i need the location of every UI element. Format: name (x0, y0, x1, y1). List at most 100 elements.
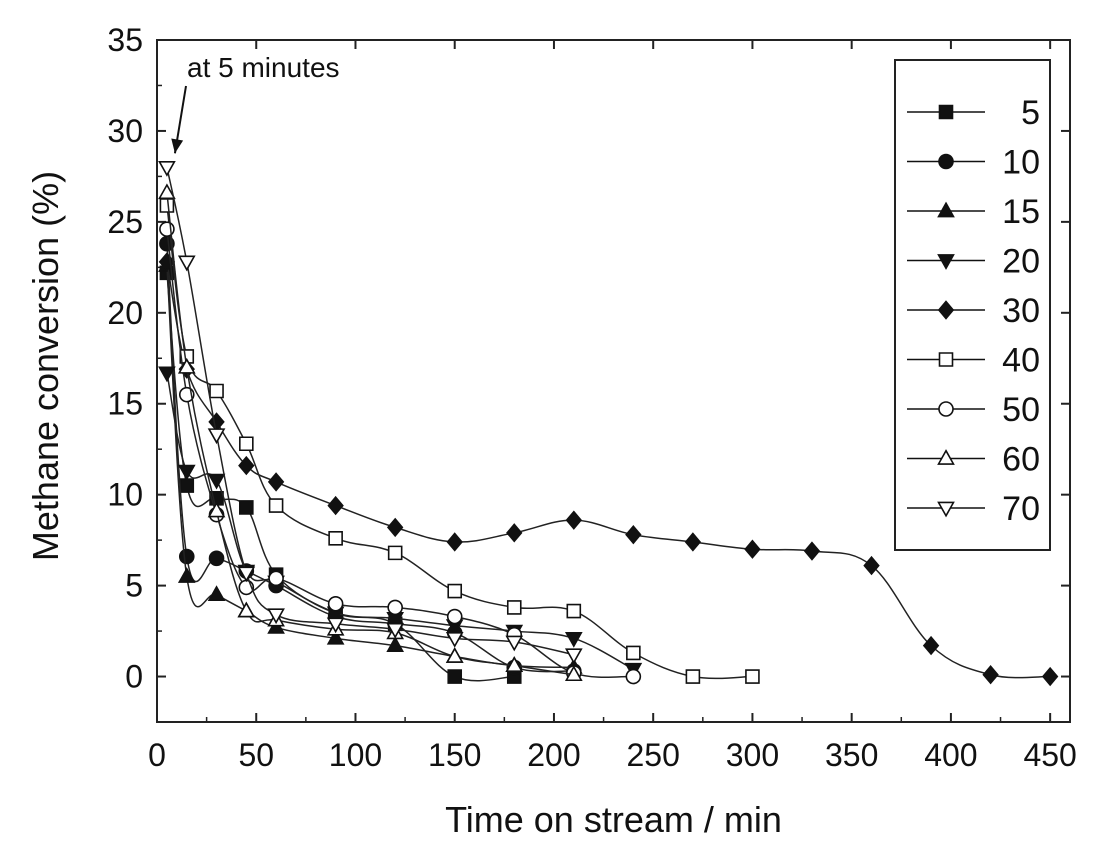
data-point-50 (446, 608, 463, 625)
legend-label: 20 (1002, 243, 1040, 281)
legend-label: 60 (1002, 441, 1040, 479)
data-point-40 (328, 531, 343, 546)
data-point-60 (158, 183, 176, 200)
data-point-40 (159, 198, 175, 213)
data-point-30 (744, 539, 761, 559)
series-30 (158, 252, 1059, 687)
data-point-60 (177, 357, 196, 374)
legend-label: 50 (1002, 391, 1040, 429)
data-point-30 (446, 532, 463, 552)
data-point-40 (626, 645, 641, 661)
x-tick-label: 450 (1023, 737, 1076, 773)
legend-marker (938, 401, 954, 417)
data-point-20 (564, 632, 583, 648)
data-point-30 (684, 532, 702, 552)
x-tick-label: 250 (627, 737, 680, 773)
data-point-30 (863, 555, 880, 576)
data-point-30 (208, 412, 225, 432)
y-tick-label: 30 (107, 113, 143, 149)
data-point-50 (625, 668, 642, 685)
y-tick-label: 15 (107, 386, 143, 422)
series-line-50 (166, 229, 634, 679)
y-axis-label: Methane conversion (%) (25, 171, 66, 561)
y-tick-label: 5 (125, 568, 143, 604)
data-point-30 (922, 635, 940, 656)
data-point-60 (207, 501, 226, 518)
data-point-40 (387, 545, 403, 561)
data-point-70 (237, 566, 256, 583)
x-tick-label: 50 (238, 737, 274, 773)
data-point-30 (565, 510, 583, 530)
data-point-40 (566, 603, 582, 619)
legend-marker (937, 201, 955, 218)
x-tick-label: 300 (726, 737, 779, 773)
y-tick-label: 20 (107, 295, 143, 331)
legend-marker (937, 254, 955, 270)
data-point-30 (982, 665, 999, 685)
data-point-30 (238, 455, 255, 476)
x-tick-label: 350 (825, 737, 878, 773)
x-tick-label: 400 (924, 737, 977, 773)
legend-label: 70 (1002, 490, 1040, 528)
legend-label: 10 (1002, 144, 1040, 182)
series-line-30 (166, 261, 1051, 679)
data-point-40 (506, 600, 522, 615)
x-tick-label: 0 (148, 737, 166, 773)
series-line-40 (166, 205, 753, 680)
legend-marker (937, 300, 955, 320)
data-point-70 (207, 428, 226, 445)
legend-label: 30 (1002, 292, 1040, 330)
series-layer (158, 160, 1059, 687)
x-tick-label: 150 (428, 737, 481, 773)
plot-frame (156, 39, 1071, 723)
data-point-70 (267, 608, 285, 625)
series-40 (159, 198, 760, 684)
data-point-10 (178, 548, 195, 565)
data-point-30 (386, 517, 404, 538)
legend-item-60: 60 (907, 441, 1040, 479)
data-point-5 (239, 500, 254, 515)
data-point-5 (447, 669, 463, 684)
series-70 (158, 160, 583, 665)
legend-label: 15 (1002, 193, 1040, 231)
legend-label: 5 (1021, 94, 1040, 132)
data-point-15 (207, 585, 226, 602)
series-60 (158, 183, 583, 682)
legend-item-40: 40 (907, 342, 1040, 380)
series-line-20 (166, 372, 634, 670)
data-point-15 (386, 636, 405, 652)
y-axis: 0 5 10 15 20 25 30 35 (107, 22, 1070, 695)
x-axis-label: Time on stream / min (445, 799, 782, 840)
legend-item-10: 10 (907, 144, 1040, 182)
data-point-70 (158, 160, 176, 177)
y-tick-label: 35 (107, 22, 143, 58)
data-point-70 (326, 617, 345, 634)
data-point-70 (386, 622, 405, 639)
legend-box (894, 59, 1051, 551)
data-point-30 (327, 495, 344, 516)
data-point-30 (625, 524, 642, 545)
legend-marker (937, 449, 955, 465)
legend-item-50: 50 (907, 391, 1040, 429)
y-tick-label: 25 (107, 204, 143, 240)
data-point-40 (447, 583, 463, 599)
data-point-60 (564, 665, 583, 682)
data-point-50 (268, 570, 284, 587)
legend-marker (938, 153, 954, 170)
legend-item-5: 5 (907, 94, 1040, 132)
annotation: at 5 minutes (171, 52, 340, 154)
legend-marker (938, 352, 954, 367)
data-point-10 (208, 550, 225, 567)
x-axis: 0 50 100 150 200 250 300 350 400 450 (148, 40, 1077, 773)
data-point-60 (237, 601, 256, 618)
data-point-30 (267, 472, 285, 492)
legend-item-30: 30 (907, 292, 1040, 330)
annotation-text: at 5 minutes (187, 52, 340, 83)
legend-label: 40 (1002, 342, 1040, 380)
data-point-40 (268, 498, 284, 513)
x-tick-label: 200 (527, 737, 580, 773)
data-point-5 (179, 478, 195, 493)
legend-marker (937, 501, 955, 518)
data-point-40 (685, 669, 701, 684)
